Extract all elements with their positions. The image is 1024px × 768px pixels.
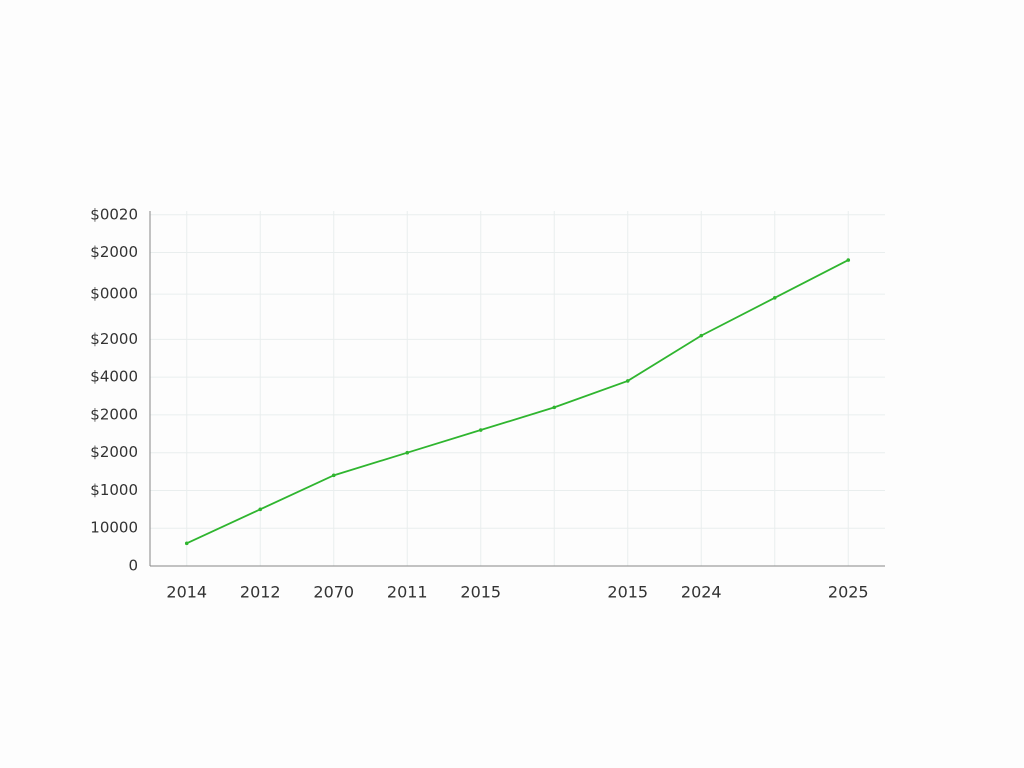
y-tick-label: $2000	[90, 330, 138, 348]
data-point	[846, 258, 851, 262]
data-point	[258, 507, 263, 512]
data-point	[772, 296, 777, 300]
y-tick-label: $1000	[90, 481, 138, 499]
x-tick-label: 2025	[828, 583, 869, 602]
data-point	[552, 405, 557, 410]
y-tick-label: $2000	[90, 443, 138, 461]
x-tick-label: 2015	[607, 583, 648, 602]
y-tick-label: $0020	[90, 205, 138, 223]
y-tick-label: $0000	[90, 285, 138, 303]
data-point	[405, 450, 410, 455]
data-line	[186, 259, 849, 545]
y-tick-label: $4000	[90, 368, 138, 386]
x-tick-label: 2014	[166, 583, 207, 602]
data-point	[331, 473, 336, 478]
y-tick-label: 0	[128, 557, 138, 575]
data-point	[184, 541, 189, 546]
y-tick-label: 10000	[90, 519, 138, 537]
y-tick-label: $2000	[90, 243, 138, 261]
data-point	[478, 428, 483, 432]
data-point	[699, 333, 704, 338]
y-tick-label: $2000	[90, 405, 138, 423]
x-tick-label: 2024	[681, 583, 722, 602]
x-tick-label: 2015	[460, 583, 501, 602]
data-point	[625, 379, 630, 383]
x-tick-label: 2070	[313, 583, 354, 602]
x-tick-label: 2012	[240, 583, 281, 602]
x-tick-label: 2011	[387, 583, 428, 602]
